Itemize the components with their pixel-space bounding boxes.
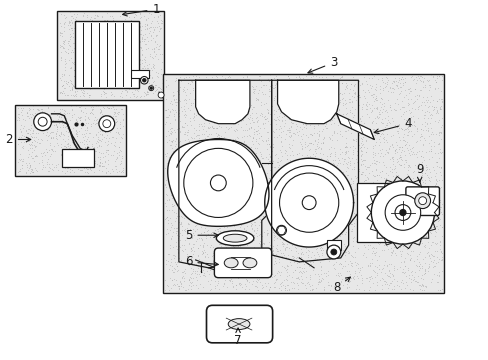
Circle shape — [158, 92, 163, 98]
Polygon shape — [195, 80, 249, 124]
Bar — [75, 21, 139, 88]
Text: 1: 1 — [122, 3, 160, 16]
Circle shape — [210, 175, 226, 191]
FancyBboxPatch shape — [214, 248, 271, 278]
Circle shape — [142, 78, 146, 82]
Ellipse shape — [224, 258, 238, 268]
Ellipse shape — [223, 234, 246, 242]
Ellipse shape — [243, 258, 256, 268]
Text: 4: 4 — [373, 117, 411, 134]
Circle shape — [330, 249, 336, 255]
Circle shape — [394, 204, 410, 220]
Ellipse shape — [228, 319, 249, 329]
Circle shape — [140, 77, 148, 84]
FancyBboxPatch shape — [206, 305, 272, 343]
Circle shape — [38, 117, 47, 126]
Bar — [57, 11, 163, 100]
Text: 8: 8 — [332, 277, 350, 294]
Circle shape — [276, 225, 286, 235]
Circle shape — [279, 173, 338, 232]
Bar — [326, 240, 340, 250]
Polygon shape — [336, 114, 373, 139]
Circle shape — [326, 245, 340, 259]
Circle shape — [302, 196, 315, 210]
Bar — [131, 71, 149, 78]
Circle shape — [99, 116, 115, 132]
FancyBboxPatch shape — [405, 187, 439, 216]
Text: 6: 6 — [184, 255, 218, 268]
Polygon shape — [167, 139, 268, 226]
Circle shape — [399, 210, 405, 216]
Ellipse shape — [216, 231, 253, 246]
Bar — [62, 149, 94, 167]
Circle shape — [150, 87, 152, 89]
Text: 3: 3 — [307, 56, 337, 73]
Circle shape — [183, 148, 252, 217]
Text: 9: 9 — [415, 163, 423, 182]
Polygon shape — [264, 158, 353, 247]
Bar — [356, 183, 405, 242]
Circle shape — [102, 120, 110, 128]
Circle shape — [418, 197, 426, 204]
Circle shape — [148, 86, 153, 91]
Text: 2: 2 — [5, 133, 31, 146]
Bar — [163, 74, 444, 293]
Circle shape — [370, 181, 434, 244]
Circle shape — [385, 195, 420, 230]
Text: 5: 5 — [184, 229, 218, 242]
Text: 7: 7 — [234, 328, 242, 347]
Bar — [15, 105, 125, 176]
Circle shape — [414, 193, 429, 208]
Circle shape — [34, 113, 51, 131]
Polygon shape — [277, 80, 338, 124]
